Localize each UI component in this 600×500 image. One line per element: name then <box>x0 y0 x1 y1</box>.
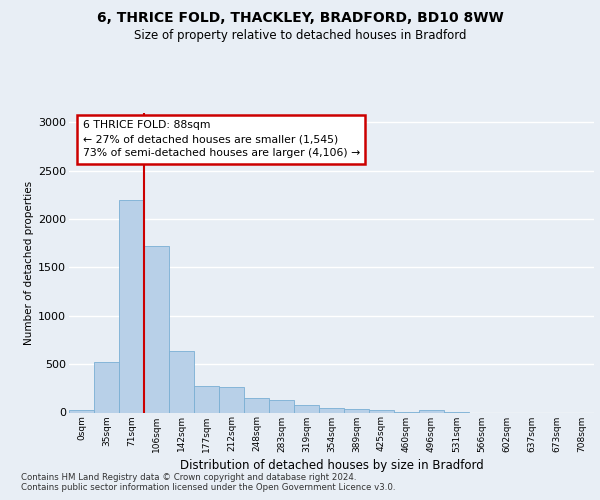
Bar <box>244 398 269 412</box>
Y-axis label: Number of detached properties: Number of detached properties <box>24 180 34 344</box>
Text: 6, THRICE FOLD, THACKLEY, BRADFORD, BD10 8WW: 6, THRICE FOLD, THACKLEY, BRADFORD, BD10… <box>97 11 503 25</box>
Text: 6 THRICE FOLD: 88sqm
← 27% of detached houses are smaller (1,545)
73% of semi-de: 6 THRICE FOLD: 88sqm ← 27% of detached h… <box>83 120 360 158</box>
Bar <box>419 410 444 412</box>
Bar <box>144 246 169 412</box>
Bar <box>169 351 194 412</box>
Bar <box>294 405 319 412</box>
Bar <box>344 409 369 412</box>
Bar <box>319 408 344 412</box>
Bar <box>369 410 394 412</box>
Text: Size of property relative to detached houses in Bradford: Size of property relative to detached ho… <box>134 29 466 42</box>
Bar <box>219 387 244 412</box>
Bar <box>119 200 144 412</box>
Bar <box>194 386 219 412</box>
X-axis label: Distribution of detached houses by size in Bradford: Distribution of detached houses by size … <box>179 458 484 471</box>
Bar <box>69 410 94 412</box>
Bar <box>269 400 294 412</box>
Bar <box>94 362 119 412</box>
Text: Contains HM Land Registry data © Crown copyright and database right 2024.
Contai: Contains HM Land Registry data © Crown c… <box>21 472 395 492</box>
